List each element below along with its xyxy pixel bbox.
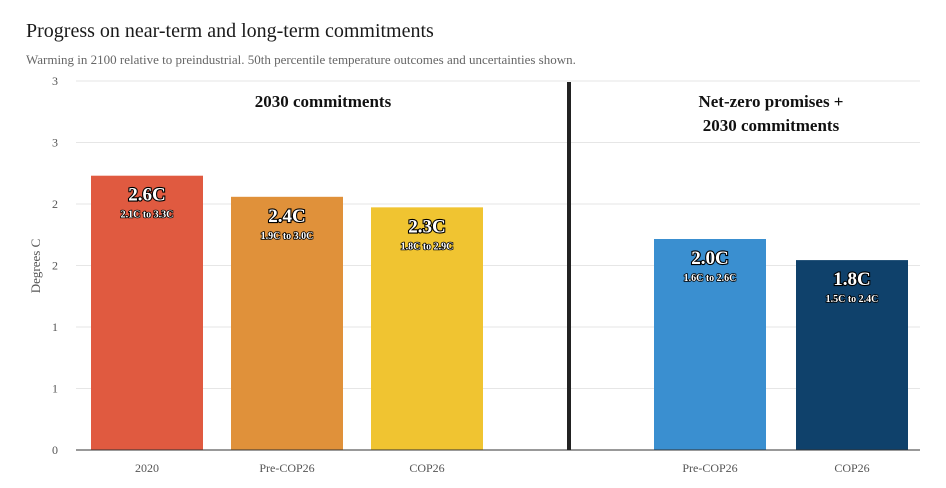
x-tick-label: Pre-COP26 — [259, 461, 314, 475]
x-tick-label: 2020 — [135, 461, 159, 475]
bar — [91, 175, 203, 450]
x-tick-label: Pre-COP26 — [682, 461, 737, 475]
bar — [654, 239, 766, 450]
y-tick-label: 2 — [52, 259, 58, 273]
y-tick-label: 3 — [52, 74, 58, 88]
y-tick-label: 2 — [52, 197, 58, 211]
bar — [231, 196, 343, 450]
group-label: Net-zero promises +2030 commitments — [698, 92, 843, 135]
x-tick-label: COP26 — [834, 461, 869, 475]
bar — [796, 260, 908, 450]
y-tick-label: 1 — [52, 320, 58, 334]
chart-subtitle: Warming in 2100 relative to preindustria… — [26, 52, 576, 67]
group-label: 2030 commitments — [255, 92, 392, 111]
bar-value-label: 2.4C — [268, 206, 305, 227]
bar-range-label: 1.9C to 3.0C — [261, 231, 314, 242]
bar-value-label: 2.6C — [128, 185, 165, 206]
bar — [371, 207, 483, 450]
y-tick-label: 1 — [52, 382, 58, 396]
bar-value-label: 1.8C — [833, 269, 870, 290]
bar-range-label: 1.6C to 2.6C — [684, 273, 737, 284]
x-tick-label: COP26 — [409, 461, 444, 475]
bar-range-label: 2.1C to 3.3C — [121, 210, 174, 221]
chart-title: Progress on near-term and long-term comm… — [26, 20, 434, 42]
y-tick-label: 3 — [52, 136, 58, 150]
bar-range-label: 1.5C to 2.4C — [826, 294, 879, 305]
bar-value-label: 2.0C — [691, 248, 728, 269]
bar-range-label: 1.8C to 2.9C — [401, 241, 454, 252]
y-axis-label: Degrees C — [28, 239, 43, 294]
bar-value-label: 2.3C — [408, 216, 445, 237]
y-tick-label: 0 — [52, 443, 58, 457]
